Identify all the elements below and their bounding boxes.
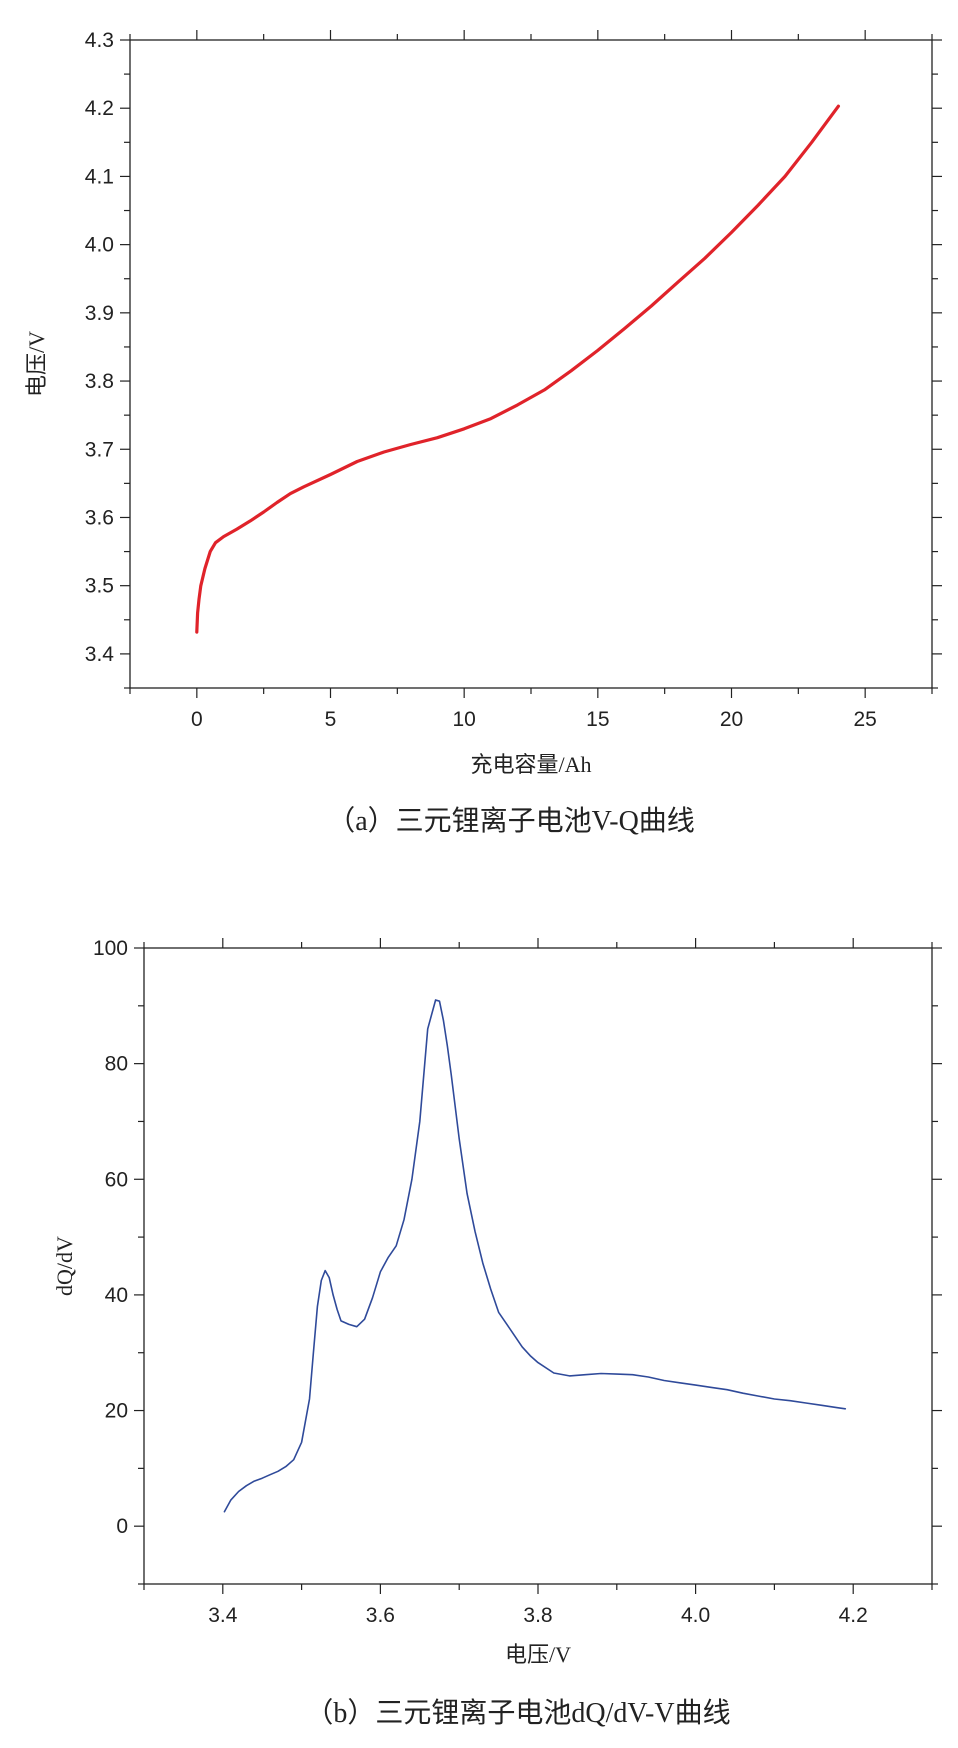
plot-frame: [143, 947, 933, 1585]
x-tick-label: 4.2: [839, 1604, 868, 1627]
x-tick-label: 3.4: [208, 1604, 238, 1627]
y-tick-label: 3.6: [85, 506, 114, 529]
x-tick-label: 15: [586, 708, 609, 731]
x-tick-label: 20: [720, 708, 743, 731]
y-tick-label: 40: [105, 1284, 128, 1307]
x-tick-label: 5: [325, 708, 337, 731]
series-line: [195, 104, 841, 634]
x-tick-label: 3.6: [366, 1604, 395, 1627]
y-tick-label: 3.8: [85, 370, 114, 393]
y-tick-label: 100: [93, 937, 128, 960]
chart-b-dqdv-voltage: 3.4 3.6 3.8 4.0 4.2 0 20 40 60 80 100 电压/V dQ/dV （b）三…: [52, 937, 942, 1729]
y-axis-title: dQ/dV: [52, 1236, 77, 1296]
y-tick-label: 4.1: [85, 165, 114, 188]
y-tick-label: 3.4: [85, 643, 115, 666]
y-tick-label: 3.5: [85, 575, 114, 598]
plot-frame: [129, 39, 933, 689]
y-tick-label: 0: [116, 1515, 128, 1538]
x-tick-label: 10: [452, 708, 475, 731]
figure-caption: （a）三元锂离子电池V-Q曲线: [327, 805, 695, 837]
x-tick-label: 0: [191, 708, 203, 731]
y-tick-label: 60: [105, 1168, 128, 1191]
y-axis-title: 电压/V: [24, 331, 49, 397]
x-tick-label: 4.0: [681, 1604, 710, 1627]
y-tick-label: 4.0: [85, 234, 114, 257]
y-tick-label: 3.9: [85, 302, 114, 325]
figure-caption: （b）三元锂离子电池dQ/dV-V曲线: [305, 1697, 730, 1729]
x-axis-title: 电压/V: [505, 1642, 571, 1667]
series-line: [223, 999, 847, 1513]
x-tick-label: 3.8: [523, 1604, 552, 1627]
y-tick-label: 3.7: [85, 438, 114, 461]
y-tick-label: 20: [105, 1400, 128, 1423]
y-tick-label: 4.3: [85, 29, 114, 52]
x-axis-title: 充电容量/Ah: [470, 752, 591, 777]
y-tick-label: 80: [105, 1053, 128, 1076]
chart-a-voltage-capacity: 0 5 10 15 20 25 3.4 3.5 3.6 3.7 3.8 3.9 4.0 4.1 4.2 4.3…: [24, 29, 942, 837]
y-tick-label: 4.2: [85, 97, 114, 120]
x-tick-label: 25: [853, 708, 876, 731]
